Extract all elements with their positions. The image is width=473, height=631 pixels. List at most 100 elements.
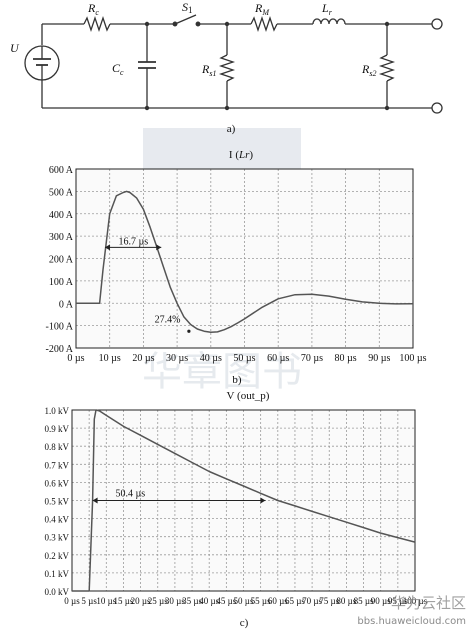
svg-text:S1: S1 — [182, 0, 193, 15]
y-tick-label: 0.0 kV — [45, 587, 70, 597]
inductor-lr-symbol — [312, 18, 346, 25]
watermark-corner-url: bbs.huaweicloud.com — [357, 616, 466, 627]
output-terminal-bottom — [431, 102, 443, 114]
y-tick-label: 600 A — [49, 165, 74, 176]
x-tick-label: 60 µs — [268, 596, 288, 606]
x-tick-label: 10 µs — [96, 596, 116, 606]
y-tick-label: 0.9 kV — [45, 424, 70, 434]
x-tick-label: 100 µs — [403, 596, 428, 606]
svg-text:RM: RM — [254, 1, 270, 17]
undershoot-marker — [187, 329, 191, 333]
svg-text:Rc: Rc — [87, 1, 99, 17]
y-tick-label: 400 A — [49, 210, 74, 221]
rs2-label: R — [361, 62, 370, 76]
circuit-labels: U Rc S1 RM Lr Cc Rs1 Rs2 — [10, 0, 376, 78]
y-tick-label: 0.2 kV — [45, 551, 70, 561]
x-tick-label: 0 µs — [67, 353, 84, 364]
y-tick-label: 200 A — [49, 255, 74, 266]
width-marker-arrow-right — [156, 244, 162, 251]
resistor-rc-symbol — [83, 15, 111, 33]
y-tick-label: 0.8 kV — [45, 442, 70, 452]
resistor-rm-symbol — [250, 15, 278, 33]
x-tick-label: 35 µs — [182, 596, 202, 606]
current-plot: 0 µs 10 µs 20 µs 30 µs 40 µs 50 µs 60 µs 70 µs 8… — [46, 165, 427, 364]
x-tick-label: 30 µs — [165, 596, 185, 606]
x-tick-label: 30 µs — [166, 353, 188, 364]
voltage-plot-caption: c) — [240, 617, 249, 629]
width-marker-arrow-right — [260, 497, 266, 504]
rs1-label: R — [201, 62, 210, 76]
width-marker-arrow-left — [92, 497, 98, 504]
y-tick-label: 300 A — [49, 232, 74, 243]
resistor-rs1-symbol — [218, 54, 236, 82]
s1-label: S — [182, 0, 188, 14]
x-tick-label: 65 µs — [285, 596, 305, 606]
x-tick-label: 80 µs — [335, 353, 357, 364]
x-tick-label: 70 µs — [302, 596, 322, 606]
rc-label: R — [87, 1, 96, 15]
y-tick-label: 0.5 kV — [45, 497, 70, 507]
current-plot-caption: b) — [232, 374, 242, 386]
x-tick-label: 90 µs — [371, 596, 391, 606]
lr-label: L — [321, 1, 329, 15]
width-marker-arrow-left — [104, 244, 110, 251]
source-label: U — [10, 41, 20, 55]
x-tick-label: 55 µs — [251, 596, 271, 606]
series-line — [72, 409, 416, 592]
plot-frame — [71, 409, 416, 592]
x-tick-label: 75 µs — [319, 596, 339, 606]
svg-text:Cc: Cc — [112, 61, 124, 77]
svg-text:Rs1: Rs1 — [201, 62, 216, 78]
x-tick-label: 95 µs — [388, 596, 408, 606]
y-tick-label: 0 A — [59, 299, 74, 310]
y-tick-label: 0.3 kV — [45, 533, 70, 543]
x-tick-label: 50 µs — [233, 353, 255, 364]
x-tick-label: 50 µs — [234, 596, 254, 606]
x-tick-label: 70 µs — [301, 353, 323, 364]
plot-frame — [75, 168, 414, 349]
y-tick-label: -200 A — [46, 344, 74, 355]
watermark-corner: 华为云社区 bbs.huaweicloud.com — [357, 594, 466, 627]
y-tick-label: 0.7 kV — [45, 460, 70, 470]
x-tick-label: 20 µs — [132, 353, 154, 364]
x-tick-label: 40 µs — [199, 596, 219, 606]
x-tick-label: 45 µs — [216, 596, 236, 606]
rm-label: R — [254, 1, 263, 15]
watermark-corner-text: 华为云社区 — [391, 594, 466, 612]
x-tick-label: 90 µs — [368, 353, 390, 364]
switch-s1-symbol — [174, 14, 197, 25]
x-tick-label: 25 µs — [148, 596, 168, 606]
x-tick-label: 20 µs — [131, 596, 151, 606]
x-tick-label: 15 µs — [113, 596, 133, 606]
voltage-plot-title: V (out_p) — [227, 390, 270, 402]
x-tick-label: 80 µs — [336, 596, 356, 606]
y-tick-label: -100 A — [46, 322, 74, 333]
watermark-logo-text: 华章图书 — [142, 349, 302, 395]
cc-label: C — [112, 61, 121, 75]
resistor-rs2-symbol — [378, 54, 396, 82]
series-line — [76, 190, 414, 334]
y-tick-label: 0.6 kV — [45, 478, 70, 488]
y-tick-label: 1.0 kV — [45, 406, 70, 416]
x-tick-label: 0 µs — [64, 596, 80, 606]
x-tick-label: 5 µs — [81, 596, 97, 606]
circuit-diagram — [24, 14, 443, 114]
width-annotation: 16.7 µs — [118, 236, 148, 247]
undershoot-annotation: 27.4% — [155, 314, 181, 325]
y-tick-label: 0.4 kV — [45, 515, 70, 525]
width-annotation: 50.4 µs — [115, 489, 145, 500]
x-tick-label: 10 µs — [99, 353, 121, 364]
y-tick-label: 0.1 kV — [45, 569, 70, 579]
svg-text:Lr: Lr — [321, 1, 333, 17]
x-tick-label: 60 µs — [267, 353, 289, 364]
output-terminal-top — [431, 18, 443, 30]
x-tick-label: 100 µs — [399, 353, 426, 364]
current-plot-title: I (Lr) — [229, 149, 253, 161]
x-tick-label: 40 µs — [200, 353, 222, 364]
y-tick-label: 100 A — [49, 277, 74, 288]
circuit-caption: a) — [227, 123, 236, 135]
y-tick-label: 500 A — [49, 187, 74, 198]
svg-text:Rs2: Rs2 — [361, 62, 376, 78]
